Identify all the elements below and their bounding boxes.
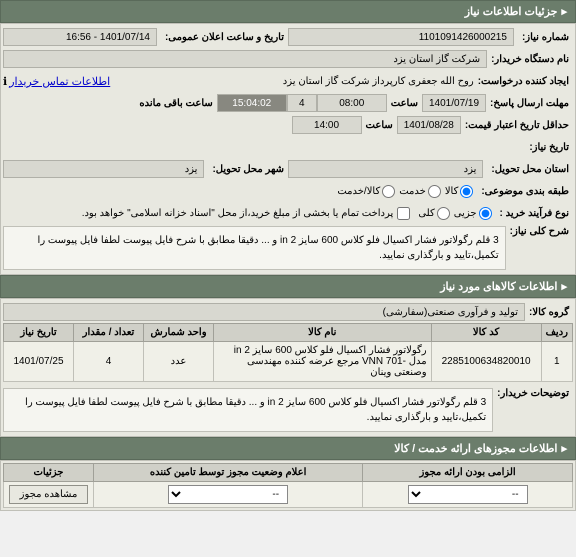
- reply-deadline-label: مهلت ارسال پاسخ:: [486, 98, 573, 109]
- permit-status-cell: --: [94, 482, 363, 508]
- subject-label: طبقه بندی موضوعی:: [477, 186, 573, 197]
- cell-row: 1: [541, 342, 572, 382]
- cell-date: 1401/07/25: [4, 342, 74, 382]
- buyer-notes-label: توضیحات خریدار:: [493, 388, 573, 399]
- min-price-date-label: حداقل تاریخ اعتبار قیمت:: [461, 120, 573, 131]
- goods-info-body: گروه کالا: تولید و فرآوری صنعتی(سفارشی) …: [0, 298, 576, 437]
- province-label: استان محل تحویل:: [487, 164, 573, 175]
- permit-required-select[interactable]: --: [408, 485, 528, 504]
- permit-col-details: جزئیات: [4, 464, 94, 482]
- goods-table: ردیف کد کالا نام کالا واحد شمارش تعداد /…: [3, 323, 573, 382]
- col-unit: واحد شمارش: [144, 324, 214, 342]
- need-info-body: شماره نیاز: 1101091426000215 تاریخ و ساع…: [0, 23, 576, 275]
- purchase-radio-group: جزیی کلی: [414, 207, 495, 220]
- view-permit-button[interactable]: مشاهده مجوز: [9, 485, 89, 504]
- requester-label: ایجاد کننده درخواست:: [474, 76, 573, 87]
- announce-date-label: تاریخ و ساعت اعلان عمومی:: [161, 32, 288, 43]
- need-info-header[interactable]: جزئیات اطلاعات نیاز: [0, 0, 576, 23]
- permits-row: -- -- مشاهده مجوز: [4, 482, 573, 508]
- subject-radio-goods[interactable]: [460, 185, 473, 198]
- min-price-time-value: 14:00: [292, 116, 362, 134]
- buyer-notes-value: 3 قلم رگولاتور فشار اکسیال فلو کلاس 600 …: [3, 388, 493, 432]
- min-price-time-label: ساعت: [362, 120, 397, 131]
- cell-unit: عدد: [144, 342, 214, 382]
- goods-group-value: تولید و فرآوری صنعتی(سفارشی): [3, 303, 525, 321]
- permit-details-cell: مشاهده مجوز: [4, 482, 94, 508]
- subject-radio-service[interactable]: [428, 185, 441, 198]
- need-no-label: شماره نیاز:: [518, 32, 573, 43]
- cell-code: 2285100634820010: [431, 342, 541, 382]
- cell-qty: 4: [74, 342, 144, 382]
- goods-table-header-row: ردیف کد کالا نام کالا واحد شمارش تعداد /…: [4, 324, 573, 342]
- col-qty: تعداد / مقدار: [74, 324, 144, 342]
- goods-group-label: گروه کالا:: [525, 307, 573, 318]
- city-value: یزد: [3, 160, 204, 178]
- reply-time-value: 08:00: [317, 94, 387, 112]
- purchase-note-text: پرداخت تمام یا بخشی از مبلغ خرید،از محل …: [82, 208, 394, 219]
- permit-col-required: الزامی بودن ارائه مجوز: [363, 464, 573, 482]
- need-desc-value: 3 قلم رگولاتور فشار اکسیال فلو کلاس 600 …: [3, 226, 506, 270]
- subject-radio-group: کالا خدمت کالا/خدمت: [333, 185, 477, 198]
- col-code: کد کالا: [431, 324, 541, 342]
- permits-table: الزامی بودن ارائه مجوز اعلام وضعیت مجوز …: [3, 463, 573, 508]
- col-date: تاریخ نیاز: [4, 324, 74, 342]
- purchase-radio-full[interactable]: [437, 207, 450, 220]
- requester-value: روح الله جعفری کارپرداز شرکت گاز استان ی…: [283, 76, 474, 87]
- purchase-radio-partial[interactable]: [479, 207, 492, 220]
- min-price-date-value: 1401/08/28: [397, 116, 461, 134]
- goods-info-header[interactable]: اطلاعات کالاهای مورد نیاز: [0, 275, 576, 298]
- need-desc-label: شرح کلی نیاز:: [506, 226, 573, 237]
- reply-date-value: 1401/07/19: [422, 94, 486, 112]
- subject-radio-both[interactable]: [382, 185, 395, 198]
- permit-col-status: اعلام وضعیت مجوز توسط تامین کننده: [94, 464, 363, 482]
- col-name: نام کالا: [214, 324, 432, 342]
- remaining-label: ساعت باقی مانده: [135, 98, 216, 109]
- buyer-name-label: نام دستگاه خریدار:: [487, 54, 573, 65]
- goods-table-row: 1 2285100634820010 رگولاتور فشار اکسیال …: [4, 342, 573, 382]
- buyer-name-value: شرکت گاز استان یزد: [3, 50, 487, 68]
- info-icon: ℹ: [3, 75, 7, 88]
- purchase-note-checkbox[interactable]: [397, 207, 410, 220]
- reply-time-label: ساعت: [387, 98, 422, 109]
- remaining-timer: 15:04:02: [217, 94, 287, 112]
- purchase-type-label: نوع فرآیند خرید :: [496, 208, 573, 219]
- cell-name: رگولاتور فشار اکسیال فلو کلاس 600 سایز 2…: [214, 342, 432, 382]
- permit-required-cell: --: [363, 482, 573, 508]
- need-no-value: 1101091426000215: [288, 28, 514, 46]
- announce-date-value: 1401/07/14 - 16:56: [3, 28, 157, 46]
- buyer-contact-link[interactable]: اطلاعات تماس خریدار: [9, 75, 110, 88]
- permits-header-row: الزامی بودن ارائه مجوز اعلام وضعیت مجوز …: [4, 464, 573, 482]
- province-value: یزد: [288, 160, 483, 178]
- permits-info-body: الزامی بودن ارائه مجوز اعلام وضعیت مجوز …: [0, 460, 576, 511]
- permits-info-header[interactable]: اطلاعات مجوزهای ارائه خدمت / کالا: [0, 437, 576, 460]
- city-label: شهر محل تحویل:: [208, 164, 288, 175]
- end-date-label: تاریخ نیاز:: [525, 142, 573, 153]
- col-row: ردیف: [541, 324, 572, 342]
- permit-status-select[interactable]: --: [168, 485, 288, 504]
- reply-days-value: 4: [287, 94, 317, 112]
